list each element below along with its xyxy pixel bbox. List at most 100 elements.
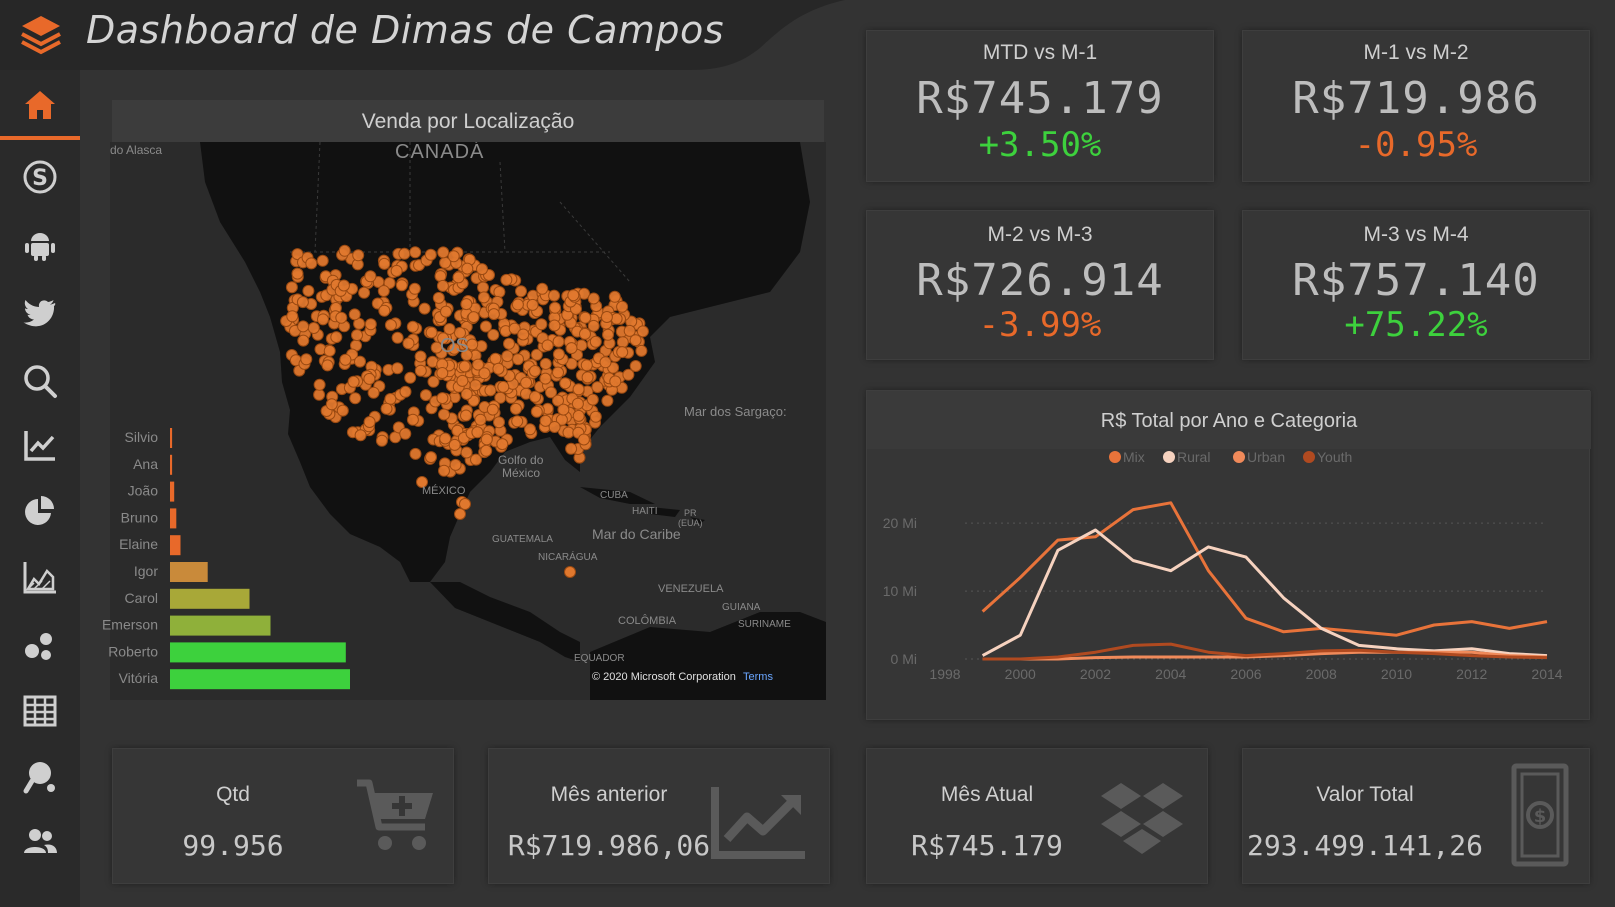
sale-point[interactable] <box>399 385 412 398</box>
sale-point[interactable] <box>497 380 510 393</box>
map-terms-link[interactable]: Terms <box>743 671 773 683</box>
sale-point[interactable] <box>297 320 310 333</box>
sale-point[interactable] <box>406 320 419 333</box>
sale-point[interactable] <box>409 246 422 259</box>
sale-point[interactable] <box>302 284 315 297</box>
sale-point[interactable] <box>515 285 527 298</box>
sidebar-item-home[interactable] <box>0 74 80 140</box>
sale-point[interactable] <box>354 429 367 442</box>
sale-point[interactable] <box>571 397 584 410</box>
sale-point[interactable] <box>384 319 397 331</box>
sale-point[interactable] <box>548 421 561 433</box>
sale-point[interactable] <box>321 359 334 372</box>
sale-point[interactable] <box>375 434 388 447</box>
sale-point[interactable] <box>402 337 415 350</box>
sale-point[interactable] <box>438 464 450 477</box>
sidebar-item-scatter[interactable] <box>0 612 80 678</box>
sale-point[interactable] <box>635 344 648 357</box>
sale-point[interactable] <box>572 383 585 396</box>
sale-point[interactable] <box>601 394 614 407</box>
sale-point[interactable] <box>500 273 513 286</box>
sale-point[interactable] <box>313 388 326 401</box>
sale-point[interactable] <box>424 248 437 261</box>
map-canvas[interactable]: do Alasca CANADÁ OS Mar dos Sargaço: Gol… <box>110 142 826 700</box>
sale-point[interactable] <box>438 408 450 421</box>
sale-point[interactable] <box>478 367 491 380</box>
sale-point[interactable] <box>448 342 461 355</box>
sale-point[interactable] <box>437 246 450 259</box>
sale-point[interactable] <box>367 386 380 399</box>
sale-point[interactable] <box>425 326 438 339</box>
sale-point[interactable] <box>297 334 310 347</box>
sale-point[interactable] <box>511 415 524 428</box>
sale-point[interactable] <box>629 334 642 347</box>
sale-point[interactable] <box>414 364 427 377</box>
sale-point[interactable] <box>437 332 450 345</box>
sale-point[interactable] <box>286 310 299 323</box>
sale-point[interactable] <box>399 427 412 440</box>
sale-point[interactable] <box>337 279 350 292</box>
sale-point[interactable] <box>486 403 499 416</box>
sale-point[interactable] <box>539 357 552 370</box>
sale-point[interactable] <box>572 409 585 422</box>
sale-point[interactable] <box>447 250 460 263</box>
sale-point[interactable] <box>291 267 304 280</box>
sale-point[interactable] <box>589 335 602 348</box>
sale-point[interactable] <box>391 362 404 375</box>
bar[interactable] <box>170 588 250 609</box>
sale-point[interactable] <box>567 289 580 302</box>
sales-map[interactable]: do Alasca CANADÁ OS Mar dos Sargaço: Gol… <box>110 142 826 700</box>
sale-point[interactable] <box>317 313 329 326</box>
sale-point[interactable] <box>565 342 578 355</box>
sale-point[interactable] <box>406 413 419 426</box>
sale-point[interactable] <box>389 431 402 444</box>
sidebar-item-line-chart[interactable] <box>0 412 80 478</box>
sale-point[interactable] <box>580 359 593 372</box>
sale-point[interactable] <box>364 318 377 331</box>
sale-point[interactable] <box>416 476 428 488</box>
sale-point[interactable] <box>549 301 561 314</box>
sale-point[interactable] <box>285 281 298 294</box>
sale-point[interactable] <box>479 320 492 333</box>
sale-point[interactable] <box>529 390 542 403</box>
sale-point[interactable] <box>336 404 349 417</box>
sale-point[interactable] <box>599 356 612 369</box>
sale-point[interactable] <box>352 249 365 262</box>
sale-point[interactable] <box>409 447 422 460</box>
sale-point[interactable] <box>577 433 590 446</box>
sale-point[interactable] <box>348 308 361 321</box>
sale-point[interactable] <box>616 346 629 359</box>
sale-point[interactable] <box>474 413 487 426</box>
sale-point[interactable] <box>363 416 376 428</box>
sidebar-item-android[interactable] <box>0 212 80 278</box>
sale-point[interactable] <box>541 339 554 352</box>
sale-point[interactable] <box>539 372 552 385</box>
sale-point[interactable] <box>391 331 404 344</box>
sidebar-item-skype[interactable]: S <box>0 144 80 210</box>
sale-point[interactable] <box>589 410 602 423</box>
sale-point[interactable] <box>448 438 461 451</box>
sale-point[interactable] <box>600 311 613 323</box>
sidebar-item-twitter[interactable] <box>0 280 80 346</box>
series-line-urban[interactable] <box>982 650 1548 661</box>
sale-point[interactable] <box>517 328 530 341</box>
sale-point[interactable] <box>526 298 539 311</box>
sale-point[interactable] <box>358 286 371 299</box>
bar[interactable] <box>170 428 173 448</box>
sale-point[interactable] <box>557 403 570 416</box>
sale-point[interactable] <box>454 508 466 520</box>
legend-item[interactable]: Mix <box>1109 449 1145 465</box>
sale-point[interactable] <box>414 350 427 363</box>
sale-point[interactable] <box>503 337 515 350</box>
sale-point[interactable] <box>430 341 443 354</box>
sale-point[interactable] <box>460 349 473 361</box>
sale-point[interactable] <box>364 270 377 283</box>
sale-point[interactable] <box>622 368 635 381</box>
sale-point[interactable] <box>434 270 447 283</box>
sale-point[interactable] <box>511 298 524 311</box>
bar[interactable] <box>170 481 175 502</box>
sale-point[interactable] <box>395 279 408 292</box>
sale-point[interactable] <box>456 374 469 387</box>
sale-point[interactable] <box>449 458 462 471</box>
sale-point[interactable] <box>316 254 329 267</box>
